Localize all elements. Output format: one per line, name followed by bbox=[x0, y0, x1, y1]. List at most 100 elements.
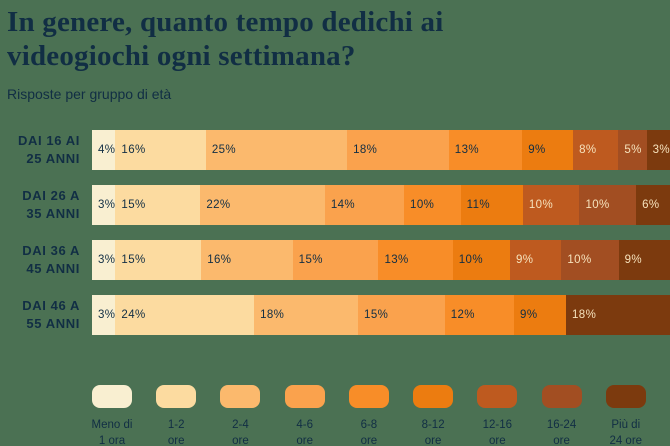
bar-segment: 9% bbox=[618, 240, 670, 280]
row-label: DAI 46 A 55 ANNI bbox=[0, 295, 80, 335]
row-bar: 3% 15% 22% 14% 10% 11% 10% 10% 6% bbox=[92, 185, 670, 225]
bar-segment: 3% bbox=[92, 185, 116, 225]
row-label: DAI 26 A 35 ANNI bbox=[0, 185, 80, 225]
segment-value-label: 15% bbox=[121, 199, 146, 211]
segment-value-label: 9% bbox=[528, 144, 546, 156]
legend-item-box: 2-4 ore bbox=[220, 385, 261, 446]
segment-value-label: 9% bbox=[520, 309, 538, 321]
segment-value-label: 9% bbox=[624, 254, 642, 266]
bar-segment: 10% bbox=[452, 240, 510, 280]
segment-value-label: 10% bbox=[458, 254, 483, 266]
segment-value-label: 16% bbox=[207, 254, 232, 266]
segment-value-label: 11% bbox=[466, 199, 490, 211]
segment-value-label: 8% bbox=[579, 144, 597, 156]
bar-segment: 15% bbox=[292, 240, 379, 280]
stacked-bar-chart: DAI 16 AI 25 ANNI 4% 16% 25% 18% 13% 9% 8% 5% 3% DA… bbox=[0, 130, 670, 350]
bar-segment: 10% bbox=[404, 185, 461, 225]
segment-value-label: 18% bbox=[353, 144, 378, 156]
legend-item: 1-2 ore bbox=[156, 385, 220, 446]
bar-segment: 10% bbox=[561, 240, 619, 280]
legend-swatch bbox=[156, 385, 197, 408]
segment-value-label: 3% bbox=[98, 254, 116, 266]
bar-segment: 13% bbox=[448, 130, 523, 170]
segment-value-label: 10% bbox=[528, 199, 554, 211]
segment-value-label: 13% bbox=[454, 144, 480, 156]
legend-item-box: 4-6 ore bbox=[284, 385, 325, 446]
segment-value-label: 12% bbox=[450, 309, 475, 321]
bar-segment: 3% bbox=[646, 130, 670, 170]
segment-value-label: 13% bbox=[384, 254, 409, 266]
row-label-line: DAI 36 A bbox=[22, 243, 80, 258]
row-label-line: DAI 46 A bbox=[22, 298, 80, 313]
legend-label-line: 12-16 bbox=[482, 419, 513, 431]
bar-segment: 8% bbox=[573, 130, 619, 170]
segment-value-label: 18% bbox=[572, 309, 597, 321]
legend-label-line: 8-12 bbox=[421, 419, 445, 431]
bar-segment: 25% bbox=[205, 130, 348, 170]
segment-value-label: 10% bbox=[410, 199, 435, 211]
segment-value-label: 22% bbox=[206, 199, 231, 211]
bar-segment: 18% bbox=[347, 130, 449, 170]
bar-segment: 9% bbox=[509, 240, 562, 280]
legend-item-box: 6-8 ore bbox=[348, 385, 389, 446]
legend-item-box: 8-12 ore bbox=[413, 385, 454, 446]
segment-value-label: 10% bbox=[585, 199, 610, 211]
segment-value-label: 15% bbox=[298, 254, 323, 266]
legend-swatch bbox=[284, 385, 325, 408]
bar-segment: 18% bbox=[254, 295, 359, 335]
bar-segment: 13% bbox=[378, 240, 453, 280]
row-bar: 3% 24% 18% 15% 12% 9% 18% bbox=[92, 295, 670, 335]
legend-label-line: 16-24 bbox=[546, 419, 577, 431]
row-label-line: DAI 16 AI bbox=[18, 133, 80, 148]
bar-segment: 12% bbox=[444, 295, 515, 335]
legend-label-line: ore bbox=[232, 435, 249, 446]
legend-label-line: 1 ora bbox=[98, 435, 126, 446]
bar-segment: 10% bbox=[522, 185, 580, 225]
segment-value-label: 4% bbox=[98, 144, 116, 156]
legend-label-line: ore bbox=[360, 435, 378, 446]
legend-label-line: ore bbox=[553, 435, 570, 446]
legend-label-line: 24 ore bbox=[609, 435, 643, 446]
bar-segment: 16% bbox=[115, 130, 206, 170]
row-label: DAI 36 A 45 ANNI bbox=[0, 240, 80, 280]
legend-swatch bbox=[220, 385, 261, 408]
row-label-line: 55 ANNI bbox=[26, 316, 80, 331]
segment-value-label: 18% bbox=[260, 309, 285, 321]
bar-segment: 4% bbox=[92, 130, 116, 170]
chart-row-2: DAI 26 A 35 ANNI 3% 15% 22% 14% 10% 11% 10% 10% 6% bbox=[0, 185, 670, 225]
legend-item: 6-8 ore bbox=[348, 385, 413, 446]
bar-segment: 6% bbox=[636, 185, 670, 225]
bar-segment: 15% bbox=[115, 240, 202, 280]
bar-segment: 18% bbox=[566, 295, 670, 335]
legend-item-box: 16-24 ore bbox=[541, 385, 582, 446]
legend-label-line: Più di bbox=[611, 419, 641, 431]
bar-segment: 22% bbox=[200, 185, 325, 225]
legend-label-line: 1-2 bbox=[167, 419, 185, 431]
row-label-line: 25 ANNI bbox=[26, 151, 80, 166]
legend-label-line: ore bbox=[489, 435, 506, 446]
legend-label-line: 4-6 bbox=[296, 419, 313, 431]
row-label-line: 35 ANNI bbox=[26, 206, 80, 221]
legend-label-line: 6-8 bbox=[360, 419, 378, 431]
segment-value-label: 15% bbox=[364, 309, 389, 321]
segment-value-label: 16% bbox=[121, 144, 146, 156]
page-title-line-2: videogiochi ogni settimana? bbox=[7, 40, 356, 72]
bar-segment: 9% bbox=[514, 295, 567, 335]
bar-segment: 9% bbox=[522, 130, 574, 170]
legend-swatch bbox=[477, 385, 518, 408]
legend-label-line: ore bbox=[424, 435, 442, 446]
segment-value-label: 25% bbox=[211, 144, 237, 156]
page-title: In genere, quanto tempo dedichi ai video… bbox=[7, 5, 443, 73]
bar-segment: 11% bbox=[460, 185, 523, 225]
legend-item: 12-16 ore bbox=[477, 385, 541, 446]
chart-row-3: DAI 36 A 45 ANNI 3% 15% 16% 15% 13% 10% 9% 10% 9% bbox=[0, 240, 670, 280]
legend-item: 2-4 ore bbox=[220, 385, 284, 446]
segment-value-label: 5% bbox=[624, 144, 642, 156]
segment-value-label: 3% bbox=[98, 199, 116, 211]
legend-item-box: 1-2 ore bbox=[156, 385, 197, 446]
segment-value-label: 9% bbox=[515, 254, 534, 266]
row-bar: 4% 16% 25% 18% 13% 9% 8% 5% 3% bbox=[92, 130, 670, 170]
page-title-line-1: In genere, quanto tempo dedichi ai bbox=[7, 6, 444, 38]
legend-item: 8-12 ore bbox=[413, 385, 477, 446]
